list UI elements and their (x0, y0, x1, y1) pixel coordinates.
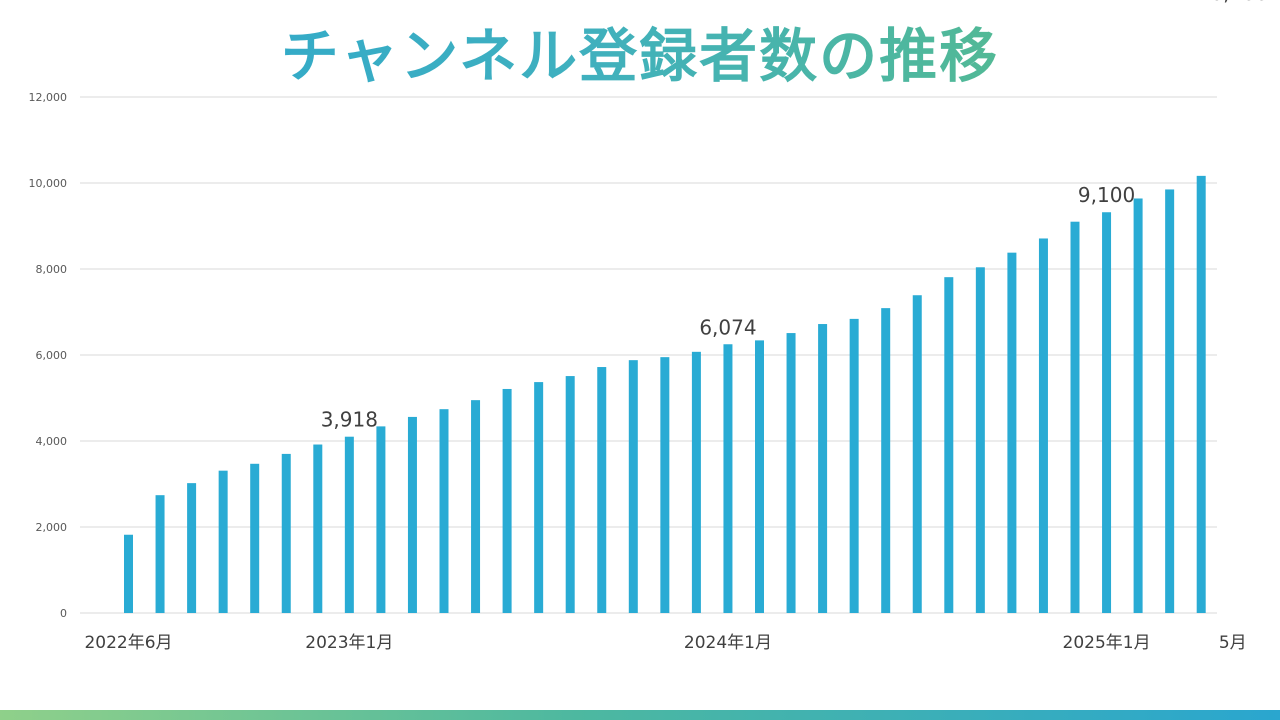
bar (281, 453, 291, 613)
bar (218, 470, 228, 613)
bar (1070, 221, 1080, 613)
bar (755, 340, 764, 613)
bar (691, 351, 701, 613)
bar (250, 463, 260, 613)
x-tick-label: 2022年6月 (84, 633, 172, 653)
data-label: 10,166 (1198, 0, 1268, 5)
chart-title: チャンネル登録者数の推移 (0, 16, 1280, 96)
y-tick-label: 4,000 (36, 435, 68, 448)
y-tick-label: 8,000 (36, 263, 68, 276)
y-tick-label: 2,000 (36, 521, 68, 534)
bottom-gradient-bar (0, 710, 1280, 720)
y-tick-label: 6,000 (36, 349, 68, 362)
bar (1038, 238, 1048, 613)
bar (502, 388, 512, 613)
bar (565, 376, 575, 613)
y-tick-label: 10,000 (29, 177, 68, 190)
x-tick-label: 2025年1月 (1063, 633, 1151, 653)
y-tick-label: 0 (60, 607, 67, 620)
bar (1102, 212, 1112, 614)
bar (849, 318, 859, 613)
bar (628, 360, 638, 613)
bar (1133, 198, 1143, 614)
bar (912, 295, 922, 613)
bar (187, 483, 197, 613)
x-tick-label: 2024年1月 (684, 633, 772, 653)
data-label: 9,100 (1078, 183, 1135, 207)
x-tick-label: 5月 (1219, 633, 1247, 653)
bar (534, 382, 544, 613)
bar (407, 416, 417, 613)
x-tick-label: 2023年1月 (305, 633, 393, 653)
bar (975, 267, 985, 613)
bar (881, 308, 891, 613)
bar (944, 277, 954, 613)
bar (1007, 252, 1017, 613)
bar (155, 495, 165, 613)
bar (439, 409, 449, 613)
data-label: 6,074 (699, 315, 756, 339)
bar (124, 534, 133, 613)
bar (597, 367, 607, 613)
bar (471, 400, 481, 613)
bar (660, 357, 670, 613)
bar (786, 333, 796, 613)
data-label: 3,918 (321, 408, 378, 432)
bar (818, 324, 828, 613)
bar (344, 436, 354, 613)
bar (376, 426, 386, 613)
bar (1165, 189, 1175, 613)
bar (723, 344, 733, 613)
y-tick-label: 12,000 (29, 91, 68, 104)
bar (313, 444, 323, 613)
bar (1196, 175, 1206, 613)
